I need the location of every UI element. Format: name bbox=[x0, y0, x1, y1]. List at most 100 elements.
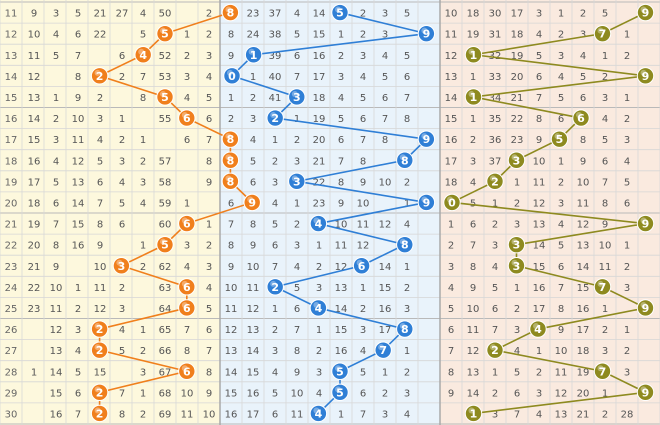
ball-label: 4 bbox=[315, 302, 323, 315]
cell-value: 15 bbox=[313, 30, 326, 41]
series-ball bbox=[464, 404, 483, 423]
series-ball-shine bbox=[640, 217, 647, 224]
cell-value: 16 bbox=[28, 156, 41, 167]
cell-value: 1 bbox=[140, 241, 146, 252]
cell-value: 69 bbox=[159, 409, 172, 420]
cell-value: 6 bbox=[536, 72, 542, 83]
ball-label: 3 bbox=[118, 260, 126, 273]
series-ball-shine bbox=[335, 365, 341, 372]
cell-value: 3 bbox=[272, 177, 278, 188]
series-ball bbox=[156, 24, 174, 43]
ball-label: 8 bbox=[401, 323, 409, 336]
cell-value: 12 bbox=[555, 388, 568, 399]
cell-value: 2 bbox=[119, 283, 125, 294]
series-ball bbox=[90, 67, 109, 85]
series-ball-shine bbox=[313, 217, 320, 224]
ball-label: 4 bbox=[315, 218, 323, 231]
series-ball-shine bbox=[247, 196, 254, 203]
cell-value: 5 bbox=[75, 9, 81, 20]
cell-value: 64 bbox=[159, 304, 172, 315]
cell-value: 11 bbox=[533, 177, 546, 188]
cell-value: 1 bbox=[404, 262, 410, 273]
cell-value: 2 bbox=[624, 262, 630, 273]
series-ball-shine bbox=[640, 6, 647, 13]
series-ball bbox=[90, 404, 109, 423]
cell-value: 40 bbox=[269, 72, 282, 83]
period-label: 30 bbox=[5, 409, 18, 420]
cell-value: 1 bbox=[602, 51, 608, 62]
cell-value: 6 bbox=[97, 177, 103, 188]
cell-value: 4 bbox=[272, 198, 278, 209]
cell-value: 2 bbox=[294, 220, 300, 231]
cell-value: 1 bbox=[272, 135, 278, 146]
cell-value: 50 bbox=[159, 9, 172, 20]
cell-value: 9 bbox=[580, 156, 586, 167]
cell-value: 2 bbox=[53, 114, 59, 125]
cell-value: 21 bbox=[28, 262, 41, 273]
cell-value: 2 bbox=[470, 135, 476, 146]
cell-value: 3 bbox=[316, 283, 322, 294]
cell-value: 5 bbox=[140, 30, 146, 41]
ball-label: 1 bbox=[470, 49, 478, 62]
cell-value: 14 bbox=[225, 367, 238, 378]
series-ball bbox=[417, 193, 436, 212]
series-ball bbox=[309, 299, 328, 317]
cell-value: 5 bbox=[272, 220, 278, 231]
series-ball-shine bbox=[399, 323, 406, 330]
cell-value: 7 bbox=[382, 114, 388, 125]
cell-value: 2 bbox=[404, 367, 410, 378]
series-ball-shine bbox=[378, 344, 385, 351]
series-ball bbox=[221, 151, 240, 169]
cell-value: 1 bbox=[602, 388, 608, 399]
cell-value: 7 bbox=[492, 325, 498, 336]
ball-label: 3 bbox=[513, 260, 521, 273]
cell-value: 13 bbox=[555, 409, 568, 420]
cell-value: 17 bbox=[445, 156, 458, 167]
cell-value: 16 bbox=[72, 241, 85, 252]
cell-value: 2 bbox=[119, 135, 125, 146]
cell-value: 37 bbox=[489, 156, 502, 167]
series-ball-shine bbox=[640, 69, 647, 76]
cell-value: 7 bbox=[294, 325, 300, 336]
cell-value: 3 bbox=[184, 72, 190, 83]
cell-value: 9 bbox=[294, 367, 300, 378]
cell-value: 8 bbox=[536, 114, 542, 125]
ball-label: 3 bbox=[293, 175, 301, 188]
cell-value: 8 bbox=[53, 241, 59, 252]
cell-value: 3 bbox=[206, 51, 212, 62]
cell-value: 9 bbox=[75, 93, 81, 104]
cell-value: 6 bbox=[382, 93, 388, 104]
cell-value: 12 bbox=[225, 325, 238, 336]
period-label: 29 bbox=[5, 388, 18, 399]
cell-value: 33 bbox=[489, 72, 502, 83]
series-ball-shine bbox=[160, 27, 166, 34]
series-ball-shine bbox=[511, 259, 518, 266]
cell-value: 12 bbox=[357, 241, 370, 252]
cell-value: 39 bbox=[269, 51, 282, 62]
series-ball bbox=[507, 235, 526, 254]
cell-value: 5 bbox=[338, 114, 344, 125]
cell-value: 7 bbox=[602, 177, 608, 188]
cell-value: 1 bbox=[558, 9, 564, 20]
cell-value: 2 bbox=[404, 177, 410, 188]
series-ball bbox=[178, 278, 196, 296]
ball-label: 7 bbox=[599, 28, 607, 41]
cell-value: 3 bbox=[119, 156, 125, 167]
cell-value: 28 bbox=[621, 409, 634, 420]
ball-label: 7 bbox=[379, 344, 387, 357]
cell-value: 8 bbox=[580, 135, 586, 146]
cell-value: 9 bbox=[470, 283, 476, 294]
cell-value: 14 bbox=[577, 262, 590, 273]
cell-value: 16 bbox=[247, 388, 260, 399]
cell-value: 57 bbox=[159, 156, 172, 167]
series-ball bbox=[636, 299, 655, 317]
cell-value: 20 bbox=[511, 72, 524, 83]
cell-value: 11 bbox=[577, 198, 590, 209]
series-ball-shine bbox=[421, 133, 428, 140]
cell-value: 6 bbox=[492, 304, 498, 315]
cell-value: 1 bbox=[448, 220, 454, 231]
cell-value: 7 bbox=[558, 283, 564, 294]
cell-value: 9 bbox=[228, 51, 234, 62]
series-ball bbox=[221, 172, 240, 191]
series-ball bbox=[156, 88, 174, 106]
